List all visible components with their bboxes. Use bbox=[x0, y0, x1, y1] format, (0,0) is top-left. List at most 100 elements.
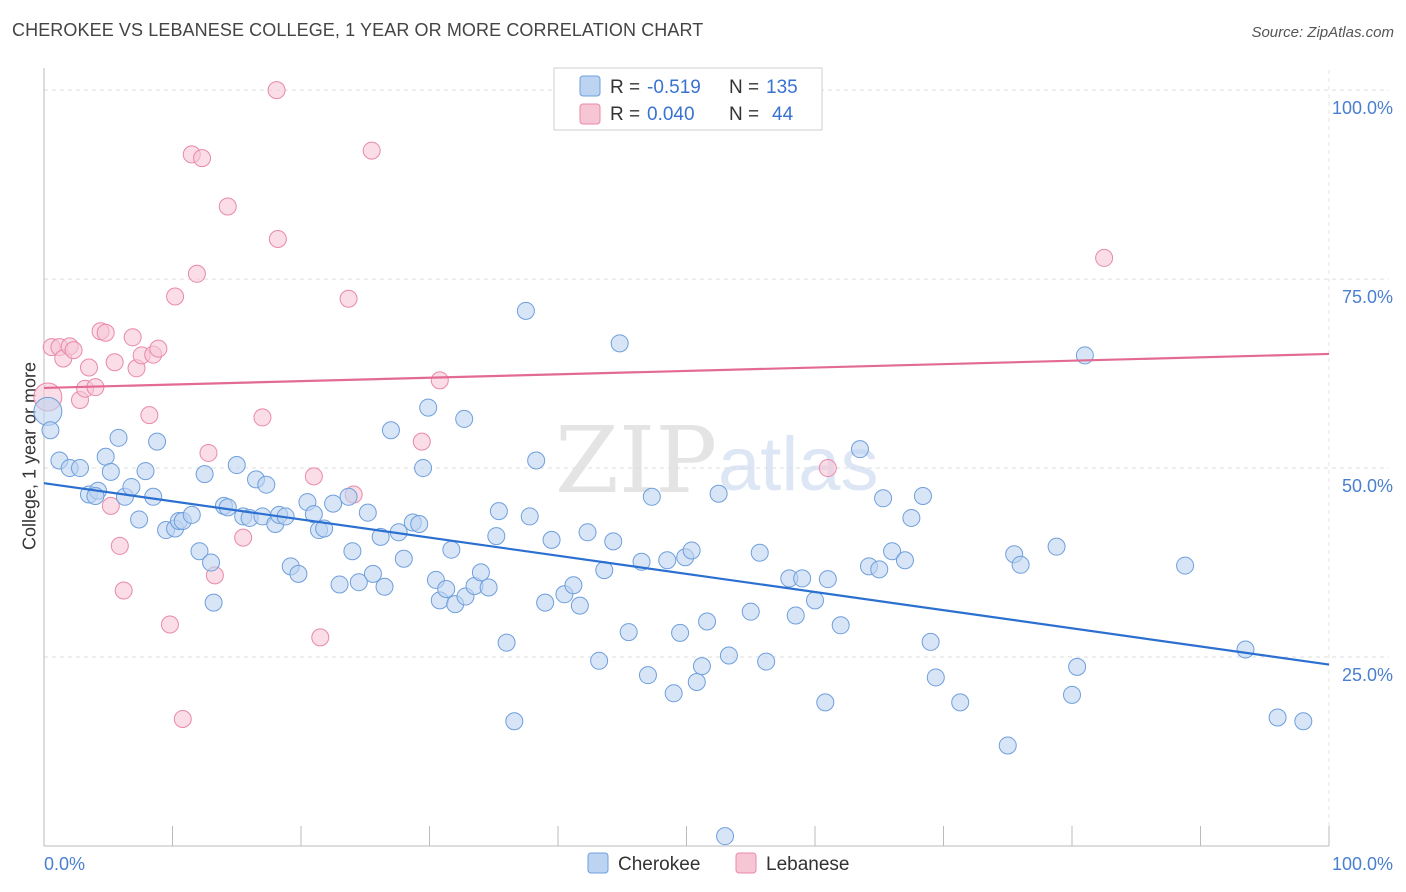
cherokee-point bbox=[642, 487, 661, 506]
cherokee-point bbox=[806, 591, 824, 610]
cherokee-point bbox=[414, 459, 433, 478]
watermark-zip: ZIP bbox=[555, 407, 717, 514]
cherokee-point bbox=[895, 551, 914, 570]
lebanese-point bbox=[123, 328, 142, 347]
cherokee-point bbox=[741, 602, 760, 621]
cherokee-point bbox=[202, 553, 221, 572]
lebanese-point bbox=[96, 323, 115, 342]
lebanese-point bbox=[268, 230, 287, 249]
cherokee-point bbox=[786, 606, 805, 625]
cherokee-point bbox=[638, 666, 657, 685]
correlation-legend: R = -0.519 N = 135 R = 0.040 N = 44 bbox=[553, 67, 823, 131]
lebanese-points bbox=[33, 81, 1114, 729]
legend-bottom-label-cherokee: Cherokee bbox=[618, 854, 700, 875]
cherokee-points bbox=[33, 301, 1313, 846]
chart-title: CHEROKEE VS LEBANESE COLLEGE, 1 YEAR OR … bbox=[12, 20, 704, 40]
cherokee-point bbox=[570, 596, 589, 615]
cherokee-point bbox=[130, 510, 149, 529]
y-tick-labels: 100.0% 75.0% 50.0% 25.0% bbox=[1332, 98, 1393, 685]
cherokee-point bbox=[471, 563, 490, 582]
cherokee-point bbox=[182, 505, 201, 524]
cherokee-point bbox=[330, 575, 349, 594]
cherokee-point bbox=[227, 456, 246, 475]
legend-bottom-label-lebanese: Lebanese bbox=[766, 854, 849, 875]
cherokee-point bbox=[442, 540, 461, 559]
source-credit: Source: ZipAtlas.com bbox=[1251, 24, 1394, 41]
cherokee-point bbox=[339, 487, 358, 506]
cherokee-point bbox=[363, 564, 382, 583]
series-legend: Cherokee Lebanese bbox=[587, 852, 849, 875]
cherokee-point bbox=[1011, 555, 1030, 574]
lebanese-point bbox=[430, 371, 449, 390]
cherokee-point bbox=[381, 421, 400, 440]
cherokee-point bbox=[536, 593, 555, 612]
cherokee-point bbox=[479, 578, 498, 597]
y-tick-label-100: 100.0% bbox=[1332, 98, 1393, 118]
cherokee-point bbox=[33, 396, 63, 426]
cherokee-point bbox=[818, 570, 837, 589]
y-tick-label-25: 25.0% bbox=[1342, 665, 1393, 685]
cherokee-point bbox=[358, 503, 377, 522]
cherokee-point bbox=[578, 523, 597, 542]
cherokee-point bbox=[913, 487, 932, 506]
cherokee-point bbox=[1294, 712, 1313, 731]
cherokee-point bbox=[610, 334, 629, 353]
cherokee-point bbox=[394, 549, 413, 568]
cherokee-point bbox=[590, 651, 609, 670]
cherokee-point bbox=[527, 451, 546, 470]
lebanese-point bbox=[64, 341, 83, 360]
legend-n-label-lebanese: N = bbox=[729, 104, 759, 125]
y-tick-label-50: 50.0% bbox=[1342, 476, 1393, 496]
lebanese-point bbox=[818, 459, 837, 478]
x-tick-labels: 0.0% 100.0% bbox=[44, 854, 1393, 874]
cherokee-point bbox=[850, 440, 869, 459]
cherokee-point bbox=[831, 616, 850, 635]
cherokee-point bbox=[687, 672, 706, 691]
lebanese-point bbox=[267, 81, 286, 100]
cherokee-point bbox=[716, 827, 735, 846]
cherokee-point bbox=[658, 551, 677, 570]
cherokee-point bbox=[870, 560, 889, 579]
lebanese-point bbox=[362, 141, 381, 160]
lebanese-point bbox=[140, 406, 159, 425]
cherokee-point bbox=[109, 428, 128, 447]
cherokee-point bbox=[883, 542, 902, 561]
cherokee-point bbox=[542, 530, 561, 549]
cherokee-point bbox=[1236, 640, 1255, 659]
cherokee-point bbox=[1047, 537, 1066, 556]
lebanese-point bbox=[105, 353, 124, 372]
legend-swatch-lebanese bbox=[579, 103, 601, 125]
cherokee-point bbox=[136, 462, 155, 481]
lebanese-point bbox=[114, 581, 133, 600]
cherokee-point bbox=[96, 447, 115, 466]
legend-n-value-cherokee: 135 bbox=[766, 77, 798, 98]
lebanese-trend-line bbox=[43, 352, 1330, 390]
cherokee-point bbox=[343, 542, 362, 561]
cherokee-point bbox=[874, 489, 893, 508]
cherokee-point bbox=[497, 633, 516, 652]
cherokee-point bbox=[516, 301, 535, 320]
cherokee-point bbox=[190, 542, 209, 561]
cherokee-point bbox=[682, 541, 701, 560]
cherokee-point bbox=[671, 623, 690, 642]
cherokee-point bbox=[902, 508, 921, 527]
legend-r-label-lebanese: R = bbox=[610, 104, 640, 125]
cherokee-point bbox=[148, 432, 167, 451]
cherokee-point bbox=[257, 475, 276, 494]
cherokee-point bbox=[757, 652, 776, 671]
legend-bottom-swatch-lebanese bbox=[735, 852, 757, 874]
lebanese-point bbox=[110, 536, 129, 555]
legend-n-label-cherokee: N = bbox=[729, 77, 759, 98]
cherokee-point bbox=[816, 693, 835, 712]
cherokee-point bbox=[719, 646, 738, 665]
legend-r-value-cherokee: -0.519 bbox=[647, 77, 701, 98]
legend-r-label-cherokee: R = bbox=[610, 77, 640, 98]
lebanese-point bbox=[1095, 248, 1114, 267]
cherokee-point bbox=[122, 477, 141, 496]
lebanese-point bbox=[412, 432, 431, 451]
cherokee-point bbox=[371, 527, 390, 546]
watermark: ZIP atlas bbox=[555, 407, 879, 514]
x-tick-label-0: 0.0% bbox=[44, 854, 85, 874]
cherokee-point bbox=[1268, 708, 1287, 727]
cherokee-point bbox=[101, 462, 120, 481]
